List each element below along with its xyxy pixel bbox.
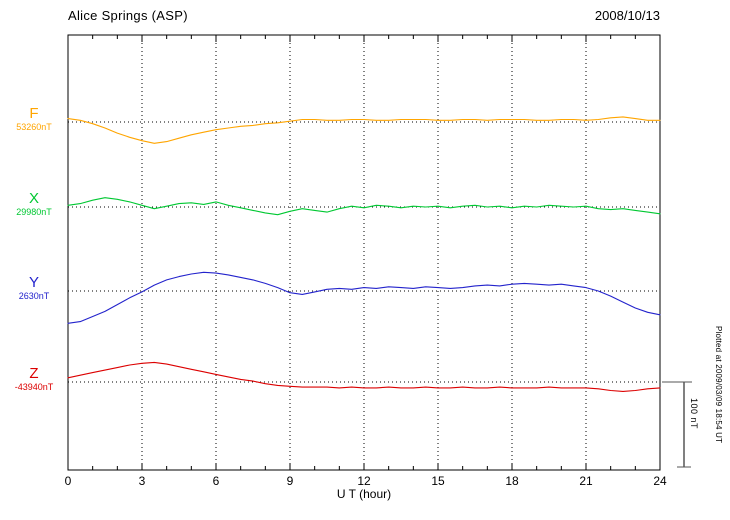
series-label-x: X 29980nT: [2, 190, 66, 218]
x-tick-label: 18: [505, 474, 519, 488]
series-basevalue-z: -43940nT: [14, 382, 54, 393]
x-tick-label: 6: [213, 474, 220, 488]
series-line-f: [67, 116, 661, 144]
series-letter-x: X: [28, 190, 39, 207]
series-letter-z: Z: [29, 365, 39, 382]
series-letter-y: Y: [28, 274, 39, 291]
series-line-x: [67, 197, 661, 216]
x-tick-label: 15: [431, 474, 445, 488]
page-title: Alice Springs (ASP): [68, 8, 188, 23]
x-tick-label: 0: [65, 474, 72, 488]
series-line-z: [67, 361, 661, 392]
series-letter-f: F: [29, 105, 39, 122]
series-basevalue-y: 2630nT: [18, 291, 50, 302]
series-label-y: Y 2630nT: [2, 274, 66, 302]
x-tick-label: 21: [579, 474, 593, 488]
series-basevalue-f: 53260nT: [16, 122, 52, 133]
date-label: 2008/10/13: [594, 8, 660, 23]
series-basevalue-x: 29980nT: [16, 207, 52, 218]
plot-border: [67, 34, 661, 471]
series-label-z: Z -43940nT: [2, 365, 66, 393]
x-axis-label: U T (hour): [336, 487, 392, 501]
series-label-f: F 53260nT: [2, 105, 66, 133]
x-tick-label: 3: [139, 474, 146, 488]
x-tick-label: 24: [653, 474, 667, 488]
series-line-y: [67, 271, 661, 324]
x-tick-label: 9: [287, 474, 294, 488]
scale-bar-label: 100 nT: [689, 398, 699, 430]
x-tick-label: 12: [357, 474, 371, 488]
plotted-at-note: Plotted at 2009/03/09 18:54 UT: [714, 326, 723, 444]
